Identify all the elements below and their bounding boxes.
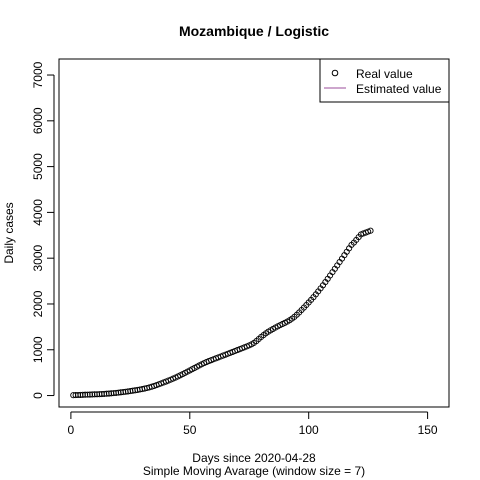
plot-frame — [58, 58, 450, 408]
x-axis: 0 50 100 150 — [68, 411, 438, 437]
chart-title: Mozambique / Logistic — [179, 23, 329, 39]
x-tick-label: 100 — [299, 423, 319, 437]
y-axis: 0 1000 2000 3000 4000 5000 6000 7000 — [31, 61, 55, 399]
y-tick-label: 6000 — [31, 107, 45, 134]
y-tick-label: 7000 — [31, 61, 45, 88]
y-tick-label: 4000 — [31, 199, 45, 226]
y-tick-label: 3000 — [31, 245, 45, 272]
chart-subtitle: Simple Moving Avarage (window size = 7) — [143, 464, 365, 478]
legend-marker-real-value — [331, 69, 339, 77]
y-axis-label: Daily cases — [2, 202, 16, 263]
data-points — [70, 227, 374, 399]
x-tick-label: 0 — [68, 423, 75, 437]
x-axis-label: Days since 2020-04-28 — [192, 451, 316, 465]
y-tick-label: 0 — [31, 392, 45, 399]
legend-label-estimated-value: Estimated value — [356, 82, 442, 96]
y-tick-label: 2000 — [31, 290, 45, 317]
legend-box — [319, 58, 450, 103]
x-tick-label: 150 — [418, 423, 438, 437]
x-tick-label: 50 — [183, 423, 197, 437]
y-tick-label: 5000 — [31, 153, 45, 180]
data-point — [367, 227, 374, 234]
legend: Real value Estimated value — [319, 58, 450, 103]
y-tick-label: 1000 — [31, 336, 45, 363]
legend-label-real-value: Real value — [356, 67, 413, 81]
